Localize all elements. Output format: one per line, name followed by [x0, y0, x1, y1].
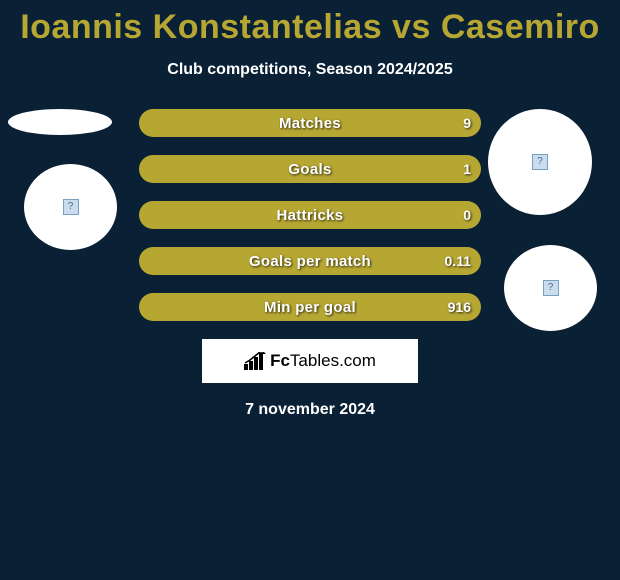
player-left-avatar: [24, 164, 117, 250]
stat-row-matches: Matches 9: [139, 109, 481, 137]
page-title: Ioannis Konstantelias vs Casemiro: [0, 0, 620, 47]
player-right-avatar-2: [504, 245, 597, 331]
stat-value: 916: [448, 293, 471, 321]
snapshot-date: 7 november 2024: [0, 401, 620, 419]
bar-chart-icon: [244, 352, 266, 370]
placeholder-image-icon: [532, 154, 548, 170]
stat-row-min-per-goal: Min per goal 916: [139, 293, 481, 321]
stat-label: Matches: [139, 109, 481, 137]
brand-text-part2: Tables.com: [290, 351, 376, 370]
stat-label: Goals: [139, 155, 481, 183]
player-right-avatar-1: [488, 109, 592, 215]
stat-value: 1: [463, 155, 471, 183]
stat-value: 9: [463, 109, 471, 137]
brand-watermark: FcTables.com: [202, 339, 418, 383]
stat-label: Goals per match: [139, 247, 481, 275]
stats-section: Matches 9 Goals 1 Hattricks 0 Goals per …: [0, 109, 620, 419]
stat-label: Min per goal: [139, 293, 481, 321]
subtitle: Club competitions, Season 2024/2025: [0, 61, 620, 79]
stat-row-hattricks: Hattricks 0: [139, 201, 481, 229]
stat-row-goals: Goals 1: [139, 155, 481, 183]
placeholder-image-icon: [63, 199, 79, 215]
player-left-avatar-ellipse: [8, 109, 112, 135]
stat-value: 0: [463, 201, 471, 229]
stat-value: 0.11: [445, 247, 471, 275]
stat-label: Hattricks: [139, 201, 481, 229]
stat-row-goals-per-match: Goals per match 0.11: [139, 247, 481, 275]
brand-text-part1: Fc: [270, 351, 290, 370]
brand-text: FcTables.com: [270, 351, 376, 371]
placeholder-image-icon: [543, 280, 559, 296]
